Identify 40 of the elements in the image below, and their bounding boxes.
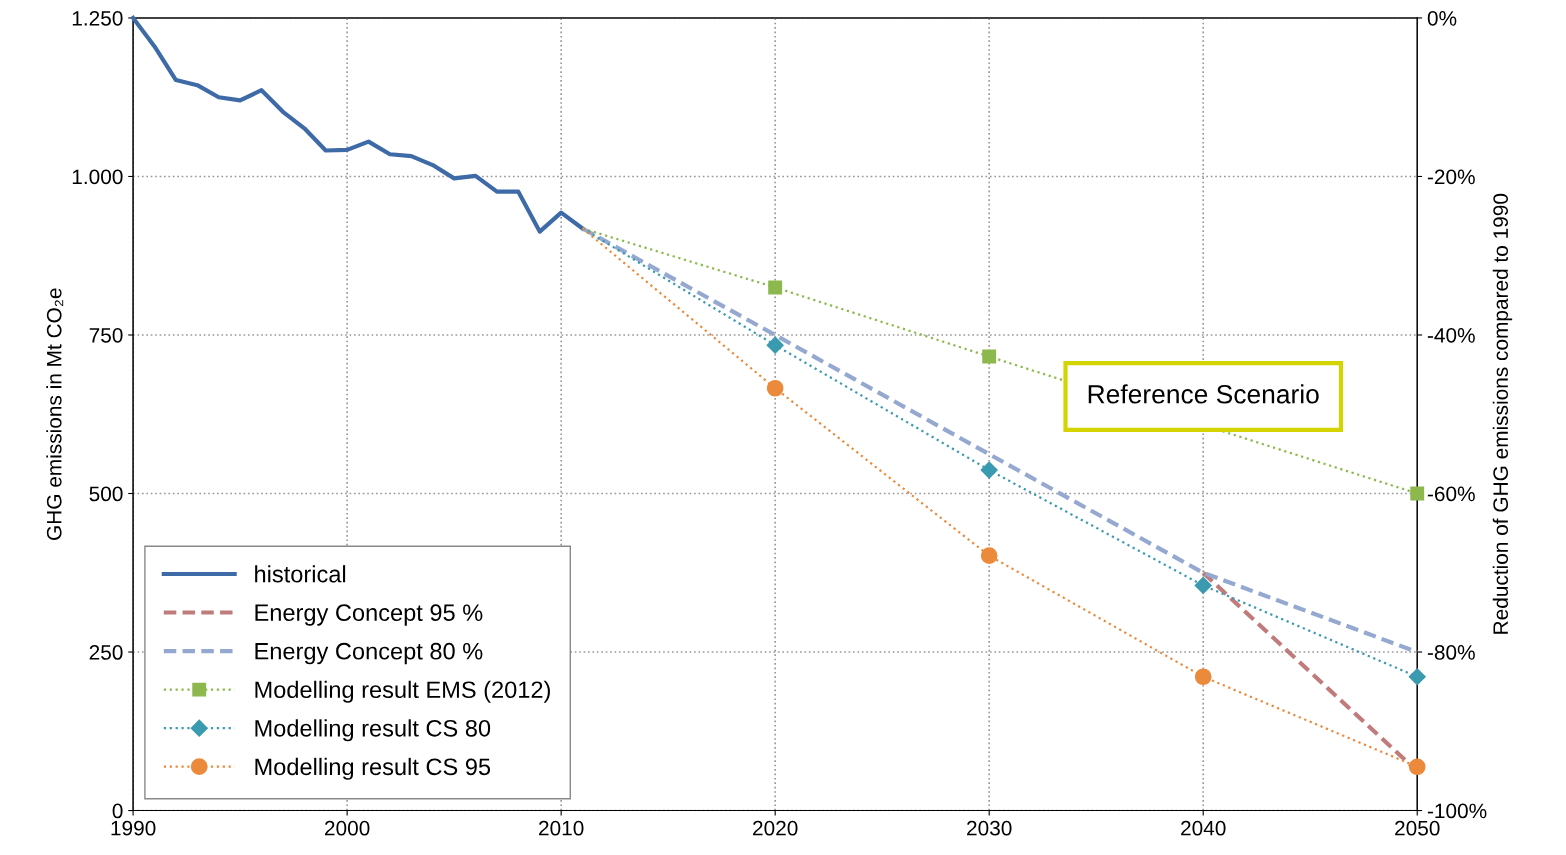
point <box>1408 668 1426 686</box>
y-tick-label: 250 <box>89 645 123 660</box>
point <box>980 547 998 564</box>
point <box>768 280 783 295</box>
y2-tick-label: -20% <box>1427 169 1475 185</box>
y-tick-label: 750 <box>89 327 123 343</box>
x-tick-label: 2000 <box>325 820 370 836</box>
y2-tick-label: -40% <box>1427 327 1475 343</box>
legend-label: Energy Concept 80 % <box>255 642 483 665</box>
x-tick-label: 2030 <box>967 820 1012 836</box>
point <box>1194 576 1212 594</box>
legend-label: Energy Concept 95 % <box>255 604 483 626</box>
x-tick-label: 2040 <box>1181 820 1226 836</box>
line-series <box>131 15 585 234</box>
y2-tick-label: 0% <box>1427 10 1457 26</box>
x-tick-label: 2050 <box>1395 820 1440 836</box>
point <box>1408 758 1426 776</box>
y-tick-label: 0 <box>112 803 123 819</box>
point <box>1194 668 1212 686</box>
annotation: Reference Scenario <box>1088 384 1319 404</box>
legend-label: Modelling result CS 95 <box>255 757 491 780</box>
point <box>982 349 997 364</box>
y-tick-label: 1.000 <box>72 169 123 185</box>
point <box>980 461 998 479</box>
point <box>766 336 784 354</box>
y-tick-label: 500 <box>89 486 123 502</box>
point <box>766 379 784 397</box>
y2-tick-label: -80% <box>1427 645 1475 660</box>
y-axis-title: GHG emissions in Mt CO₂e <box>46 288 64 540</box>
y-tick-label: 1.250 <box>72 10 123 26</box>
legend-label: Modelling result CS 80 <box>255 719 491 742</box>
x-tick-label: 2010 <box>539 820 584 836</box>
point <box>1410 486 1425 501</box>
legend-label: historical <box>255 565 346 583</box>
legend-label: Modelling result EMS (2012) <box>255 680 550 703</box>
y2-tick-label: -60% <box>1427 486 1475 502</box>
x-tick-label: 2020 <box>753 820 798 836</box>
x-tick-label: 1990 <box>111 820 156 836</box>
y2-axis-title: Reduction of GHG emissions compared to 1990 <box>1492 193 1513 634</box>
y2-tick-label: -100% <box>1427 803 1487 819</box>
